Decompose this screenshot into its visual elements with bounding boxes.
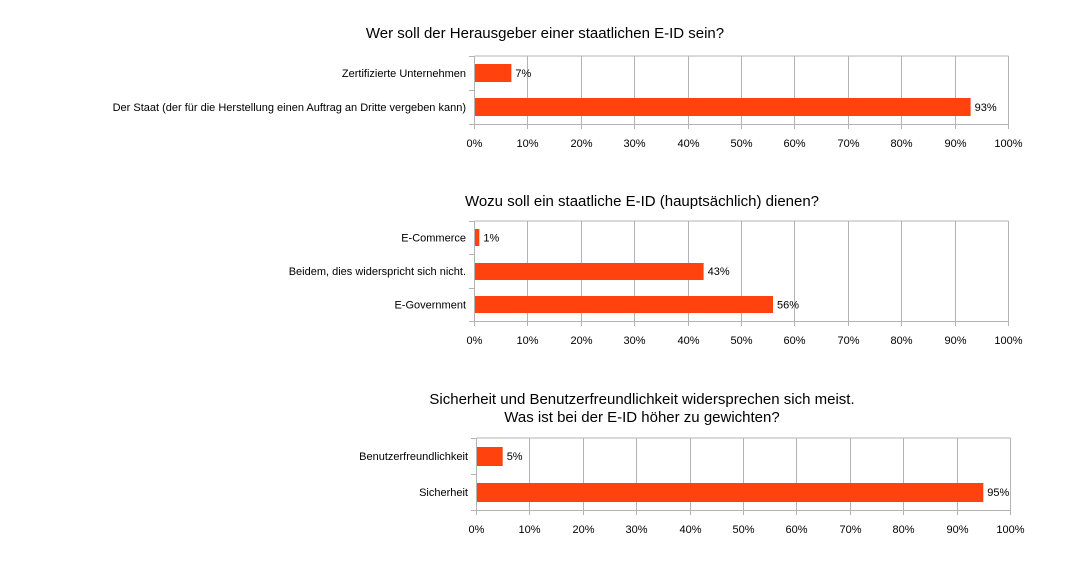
data-label: 7% [515, 68, 531, 80]
tick-label: 40% [679, 524, 701, 536]
tick-label: 100% [994, 138, 1022, 150]
tick-label: 10% [516, 335, 538, 347]
tick-label: 90% [944, 335, 966, 347]
tick-label: 20% [570, 335, 592, 347]
chart-title: Wer soll der Herausgeber einer staatlich… [365, 25, 725, 42]
category-label: Benutzerfreundlichkeit [359, 451, 468, 463]
category-label: E-Commerce [401, 233, 466, 245]
tick-label: 30% [623, 335, 645, 347]
bar [475, 296, 774, 313]
data-label: 43% [708, 266, 730, 278]
tick-label: 60% [783, 335, 805, 347]
data-label: 95% [987, 487, 1009, 499]
tick-label: 0% [467, 138, 483, 150]
category-label: Sicherheit [419, 487, 468, 499]
tick-label: 100% [994, 335, 1022, 347]
tick-label: 30% [623, 138, 645, 150]
category-label: E-Government [394, 299, 466, 311]
tick-label: 60% [785, 524, 807, 536]
tick-label: 10% [516, 138, 538, 150]
tick-label: 40% [677, 335, 699, 347]
tick-label: 50% [730, 138, 752, 150]
tick-label: 40% [677, 138, 699, 150]
tick-label: 70% [837, 335, 859, 347]
tick-label: 0% [467, 335, 483, 347]
category-label: Zertifizierte Unternehmen [342, 68, 466, 80]
data-label: 5% [507, 451, 523, 463]
tick-label: 10% [518, 524, 540, 536]
tick-label: 50% [730, 335, 752, 347]
bar [475, 229, 480, 246]
tick-label: 0% [469, 524, 485, 536]
tick-label: 80% [890, 138, 912, 150]
bar [475, 64, 512, 82]
tick-label: 90% [946, 524, 968, 536]
chart-title: Sicherheit und Benutzerfreundlichkeit wi… [429, 391, 855, 426]
data-label: 56% [777, 299, 799, 311]
tick-label: 90% [944, 138, 966, 150]
tick-label: 80% [890, 335, 912, 347]
data-label: 1% [483, 233, 499, 245]
tick-label: 30% [625, 524, 647, 536]
tick-label: 20% [570, 138, 592, 150]
tick-label: 100% [996, 524, 1024, 536]
bar [475, 263, 704, 280]
tick-label: 20% [572, 524, 594, 536]
bar [475, 98, 971, 116]
tick-label: 50% [732, 524, 754, 536]
tick-label: 70% [837, 138, 859, 150]
tick-label: 80% [892, 524, 914, 536]
tick-label: 60% [783, 138, 805, 150]
tick-label: 70% [839, 524, 861, 536]
data-label: 93% [975, 102, 997, 114]
bar [477, 483, 984, 502]
chart-title: Wozu soll ein staatliche E-ID (hauptsäch… [464, 193, 820, 210]
bar [477, 447, 503, 466]
category-label: Der Staat (der für die Herstellung einen… [113, 102, 466, 114]
category-label: Beidem, dies widerspricht sich nicht. [289, 266, 466, 278]
